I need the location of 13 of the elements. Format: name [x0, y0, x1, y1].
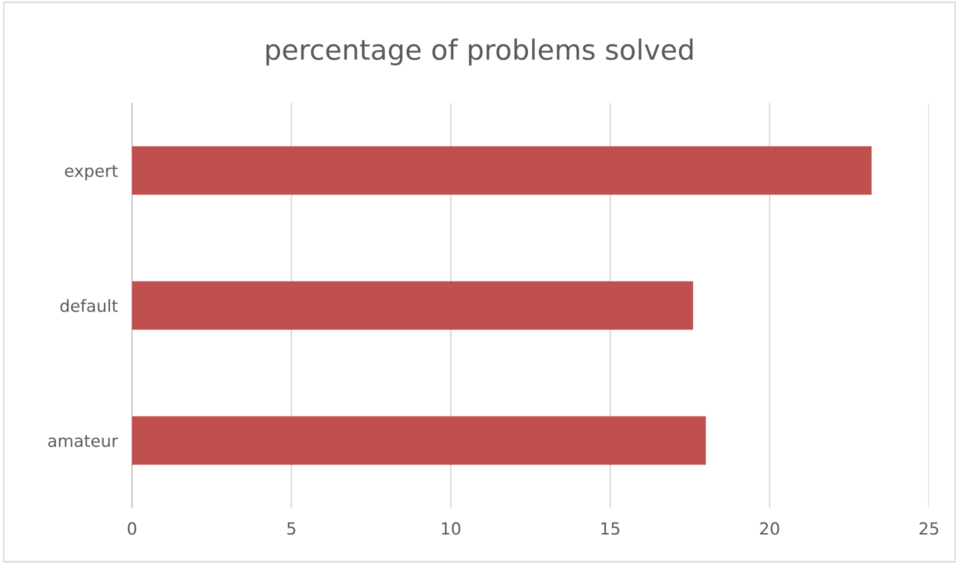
x-tick-label: 25: [920, 522, 938, 535]
y-tick-label: expert: [64, 165, 118, 180]
bar: [132, 146, 872, 195]
chart-title: percentage of problems solved: [266, 38, 693, 66]
x-tick-label: 20: [760, 522, 780, 535]
x-tick-label: 15: [601, 522, 620, 535]
bar: [132, 281, 694, 330]
x-tick-label: 10: [442, 522, 460, 535]
bar: [132, 416, 706, 465]
x-tick-label: 5: [287, 522, 296, 535]
y-tick-label: amateur: [48, 435, 118, 448]
x-tick-label: 0: [128, 522, 136, 535]
y-tick-label: default: [60, 299, 118, 312]
